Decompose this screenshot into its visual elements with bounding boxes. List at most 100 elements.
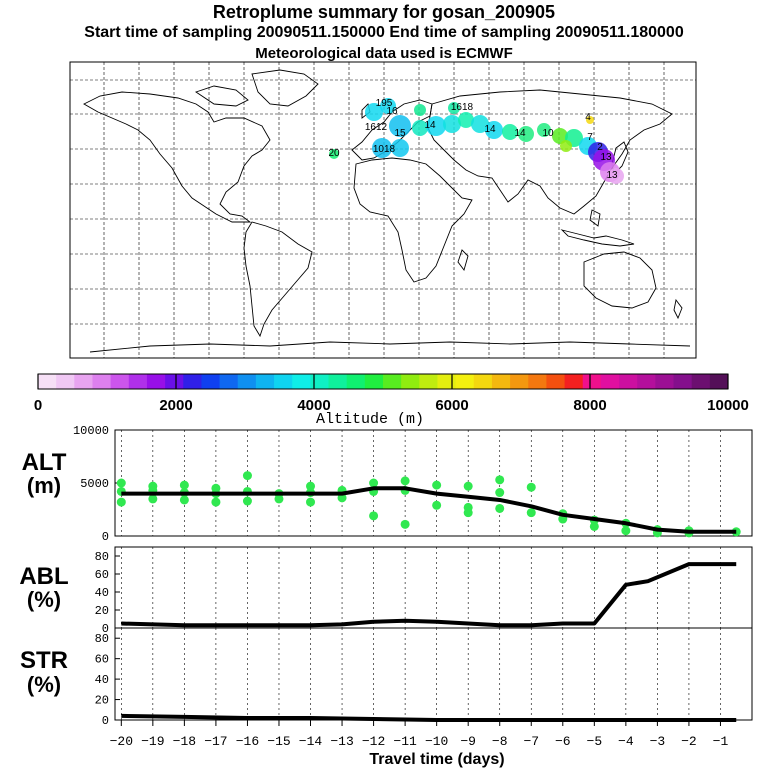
scatter-point (116, 497, 126, 507)
colorbar-tick-label: 0 (34, 397, 42, 414)
colorbar-cell (455, 374, 475, 389)
plume-day-label: 4 (585, 112, 591, 123)
plume-day-label: 10 (542, 128, 554, 139)
panel-abl: 0 20 40 60 80 ABL(%) (19, 546, 753, 636)
plume-marker (552, 128, 568, 144)
plume-day-label: 14 (514, 128, 526, 139)
x-tick-label: −15 (267, 734, 290, 749)
scatter-point (495, 503, 505, 513)
colorbar-cell (237, 374, 257, 389)
y-tick-label: 80 (95, 632, 109, 646)
colorbar-cell (56, 374, 75, 389)
colorbar-cell (38, 374, 57, 389)
x-tick-label: −18 (173, 734, 196, 749)
colorbar-cell (346, 374, 366, 389)
scatter-point (211, 483, 221, 493)
colorbar-cell (582, 374, 602, 389)
colorbar-tick-label: 4000 (297, 397, 330, 414)
plume-marker (448, 102, 460, 114)
x-tick-label: −2 (681, 734, 697, 749)
y-tick-label: 5000 (80, 477, 109, 491)
plume-day-label: 2 (597, 142, 603, 153)
y-tick-label: 60 (95, 568, 109, 582)
plume-marker (372, 138, 392, 158)
plume-marker (471, 115, 489, 133)
x-tick-label: −12 (362, 734, 385, 749)
x-tick-label: −3 (650, 734, 666, 749)
y-tick-label: 40 (95, 673, 109, 687)
plume-markers (329, 98, 624, 184)
colorbar-cell (146, 374, 166, 389)
y-tick-label: 40 (95, 586, 109, 600)
plume-marker (329, 149, 339, 159)
scatter-point (242, 471, 252, 481)
panel-title: ABL (19, 563, 68, 590)
colorbar-cell (364, 374, 384, 389)
panel-str: 0 20 40 60 80 STR(%) (20, 627, 753, 728)
colorbar-cell (619, 374, 638, 389)
plume-day-label: 20 (328, 148, 340, 159)
scatter-point (148, 481, 158, 491)
plume-marker (443, 115, 461, 133)
colorbar-cell (546, 374, 566, 389)
colorbar-label: Altitude (m) (316, 411, 424, 428)
colorbar-cell (128, 374, 148, 389)
colorbar-cell (401, 374, 420, 389)
colorbar-tick-label: 8000 (573, 397, 606, 414)
scatter-point (621, 526, 631, 536)
colorbar-cell (92, 374, 112, 389)
plume-marker (608, 168, 624, 184)
colorbar-cell (564, 374, 584, 389)
meteorological-data-note: Meteorological data used is ECMWF (255, 45, 513, 62)
scatter-point (400, 476, 410, 486)
scatter-point (495, 488, 505, 498)
colorbar-cell (310, 374, 330, 389)
scatter-point (211, 497, 221, 507)
plume-day-label: 1018 (373, 144, 396, 155)
panel-title: STR (20, 647, 68, 674)
panel-unit: (%) (27, 672, 61, 697)
colorbar-cell (292, 374, 311, 389)
colorbar-cell (383, 374, 402, 389)
panel-alt: 0 5000 10000 ALT(m) (22, 424, 753, 544)
scatter-point (589, 521, 599, 531)
colorbar-cell (201, 374, 221, 389)
colorbar-cell (110, 374, 130, 389)
scatter-point (274, 494, 284, 504)
scatter-point (242, 496, 252, 506)
x-tick-label: −14 (299, 734, 323, 749)
colorbar-cell (473, 374, 493, 389)
plume-marker (586, 116, 594, 124)
colorbar-cell (637, 374, 656, 389)
plume-day-label: 195 (376, 98, 393, 109)
scatter-point (369, 478, 379, 488)
plume-marker (412, 120, 428, 136)
colorbar-cell (255, 374, 275, 389)
plume-marker (391, 139, 409, 157)
y-tick-label: 80 (95, 550, 109, 564)
chart-title: Retroplume summary for gosan_200905 (212, 2, 556, 22)
plume-day-label: 15 (394, 128, 406, 139)
panel-unit: (%) (27, 587, 61, 612)
x-tick-label: −5 (587, 734, 603, 749)
plume-marker (485, 121, 503, 139)
y-tick-label: 10000 (73, 424, 109, 438)
plume-marker (518, 126, 534, 142)
travel-time-axis: Travel time (days) −20 −19 −18 −17 −16 −15 −14… (110, 720, 728, 768)
series-line (121, 486, 737, 534)
scatter-point (495, 475, 505, 485)
scatter-point (463, 481, 473, 491)
x-tick-label: −20 (110, 734, 133, 749)
colorbar-cell (491, 374, 511, 389)
scatter-point (306, 481, 316, 491)
colorbar-cell (183, 374, 202, 389)
plume-day-label: 14 (424, 120, 436, 131)
plume-day-label: 13 (600, 152, 612, 163)
panel-unit: (m) (27, 473, 61, 498)
plume-marker (560, 140, 572, 152)
scatter-point (148, 494, 158, 504)
x-tick-label: −16 (236, 734, 259, 749)
scatter-point (369, 511, 379, 521)
